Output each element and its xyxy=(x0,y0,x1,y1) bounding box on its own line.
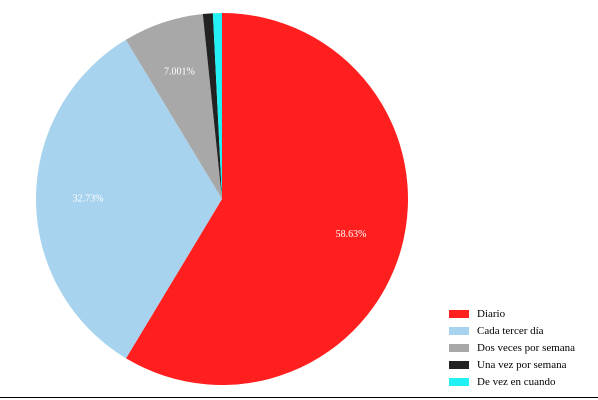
pie-slice-1 xyxy=(35,39,223,359)
legend-item-3: Una vez por semana xyxy=(449,356,575,373)
slice-data-label-1: 32.73% xyxy=(73,193,104,204)
legend-swatch xyxy=(449,326,469,335)
bottom-divider xyxy=(0,397,598,398)
slice-data-label-3: .864% xyxy=(199,0,225,8)
legend-swatch xyxy=(449,360,469,369)
legend-swatch xyxy=(449,343,469,352)
legend-item-4: De vez en cuando xyxy=(449,373,575,390)
pie-slice-3 xyxy=(202,13,222,199)
legend-item-1: Cada tercer día xyxy=(449,322,575,339)
legend-item-0: Diario xyxy=(449,305,575,322)
legend-label: Dos veces por semana xyxy=(477,341,576,354)
pie-slice-0 xyxy=(126,13,408,385)
legend-label: Diario xyxy=(477,307,506,320)
slice-data-label-0: 58.63% xyxy=(336,229,367,240)
pie-slice-4 xyxy=(212,13,222,199)
legend: Diario Cada tercer día Dos veces por seman… xyxy=(449,305,575,390)
pie-slice-2 xyxy=(125,13,222,200)
slice-data-label-2: 7.001% xyxy=(164,66,195,77)
legend-label: Una vez por semana xyxy=(477,358,567,371)
legend-label: De vez en cuando xyxy=(477,375,556,388)
legend-swatch xyxy=(449,377,469,386)
legend-item-2: Dos veces por semana xyxy=(449,339,575,356)
legend-swatch xyxy=(449,309,469,318)
legend-label: Cada tercer día xyxy=(477,324,544,337)
